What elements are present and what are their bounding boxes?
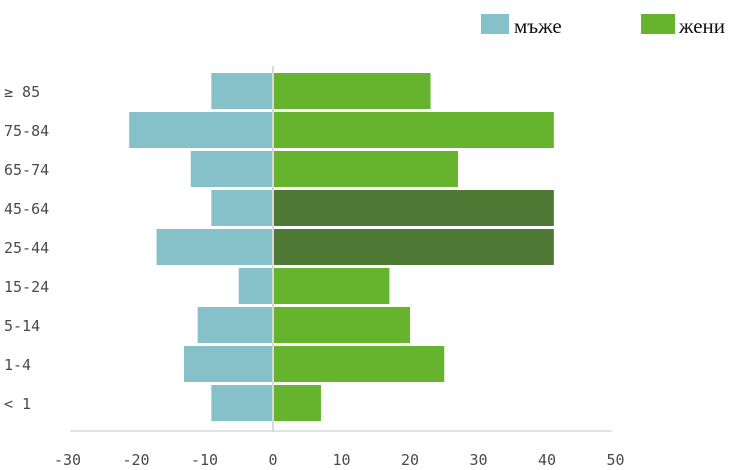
x-tick-label: -20 bbox=[122, 451, 149, 469]
bar-male-1-4 bbox=[183, 346, 273, 382]
y-tick-label: 15-24 bbox=[4, 278, 49, 296]
legend-swatch-female bbox=[641, 14, 675, 34]
x-tick-label: 20 bbox=[401, 451, 419, 469]
bar-male-15-24 bbox=[238, 268, 273, 304]
legend-label-female: жени bbox=[678, 14, 725, 38]
legend-label-male: мъже bbox=[514, 14, 562, 38]
x-tick-label: 30 bbox=[469, 451, 487, 469]
bar-female-5-14 bbox=[273, 307, 410, 343]
y-tick-label: 45-64 bbox=[4, 200, 49, 218]
x-tick-label: 10 bbox=[332, 451, 350, 469]
x-tick-label: 40 bbox=[538, 451, 556, 469]
bar-male-75-84 bbox=[129, 112, 273, 148]
x-tick-label: -30 bbox=[54, 451, 81, 469]
bar-male-ge85 bbox=[211, 73, 273, 109]
bar-female-ge85 bbox=[273, 73, 431, 109]
bar-male-45-64 bbox=[211, 190, 273, 226]
legend: мъже жени bbox=[481, 14, 725, 38]
x-axis-tick-labels: -30 -20 -10 0 10 20 30 40 50 bbox=[54, 451, 625, 469]
y-tick-label: 65-74 bbox=[4, 161, 49, 179]
y-axis-tick-labels: ≥ 85 75-84 65-74 45-64 25-44 15-24 5-14 1-4 < 1 bbox=[4, 83, 49, 413]
bar-male-25-44 bbox=[156, 229, 273, 265]
y-tick-label: 75-84 bbox=[4, 122, 49, 140]
bar-male-5-14 bbox=[197, 307, 273, 343]
bar-female-65-74 bbox=[273, 151, 458, 187]
x-tick-label: -10 bbox=[191, 451, 218, 469]
bar-male-65-74 bbox=[190, 151, 273, 187]
bar-female-1-4 bbox=[273, 346, 445, 382]
y-tick-label: 25-44 bbox=[4, 239, 49, 257]
y-tick-label: < 1 bbox=[4, 395, 31, 413]
legend-swatch-male bbox=[481, 14, 509, 34]
bar-female-25-44 bbox=[273, 229, 554, 265]
y-tick-label: ≥ 85 bbox=[4, 83, 40, 101]
bar-female-45-64 bbox=[273, 190, 554, 226]
x-tick-label: 0 bbox=[268, 451, 277, 469]
bar-female-15-24 bbox=[273, 268, 390, 304]
bar-female-75-84 bbox=[273, 112, 554, 148]
x-tick-label: 50 bbox=[606, 451, 624, 469]
bars-group bbox=[129, 73, 554, 421]
y-tick-label: 1-4 bbox=[4, 356, 31, 374]
bar-female-lt1 bbox=[273, 385, 321, 421]
bar-male-lt1 bbox=[211, 385, 273, 421]
y-tick-label: 5-14 bbox=[4, 317, 40, 335]
